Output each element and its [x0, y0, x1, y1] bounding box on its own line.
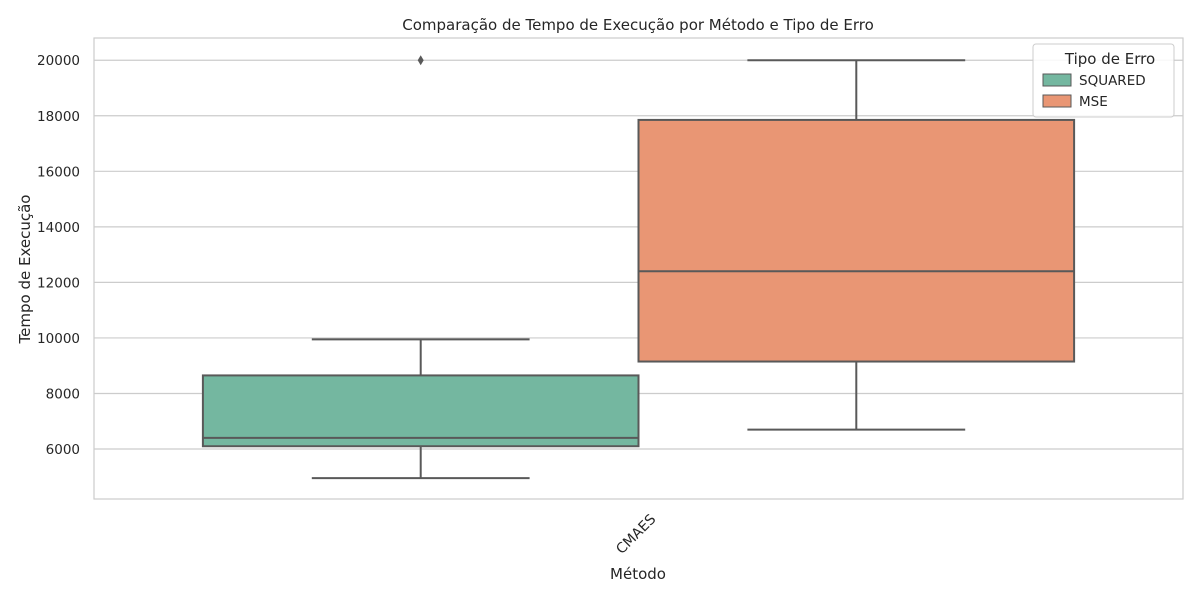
- chart-title: Comparação de Tempo de Execução por Méto…: [402, 16, 874, 34]
- box-squared: [201, 55, 640, 480]
- legend-swatch: [1042, 73, 1072, 87]
- legend: Tipo de Erro SQUARED MSE: [1032, 43, 1175, 118]
- y-tick-label: 10000: [37, 331, 80, 347]
- legend-label: MSE: [1079, 94, 1108, 110]
- y-tick-label: 18000: [37, 109, 80, 125]
- legend-swatch: [1042, 94, 1072, 108]
- y-tick-label: 12000: [37, 275, 80, 291]
- legend-title: Tipo de Erro: [1064, 50, 1155, 68]
- y-axis-ticks: 6000 8000 10000 12000 14000 16000 18000 20000: [37, 53, 80, 458]
- box-series: [201, 55, 1076, 480]
- y-tick-label: 16000: [37, 164, 80, 180]
- box-iqr: [201, 374, 640, 448]
- y-tick-label: 6000: [46, 442, 80, 458]
- y-tick-label: 8000: [46, 386, 80, 402]
- x-axis-label: Método: [610, 565, 666, 583]
- outlier-marker: [417, 55, 424, 66]
- y-axis-label: Tempo de Execução: [16, 195, 34, 345]
- legend-label: SQUARED: [1079, 73, 1146, 89]
- box-mse: [637, 59, 1076, 431]
- y-tick-label: 20000: [37, 53, 80, 69]
- box-iqr: [637, 118, 1076, 363]
- y-tick-label: 14000: [37, 220, 80, 236]
